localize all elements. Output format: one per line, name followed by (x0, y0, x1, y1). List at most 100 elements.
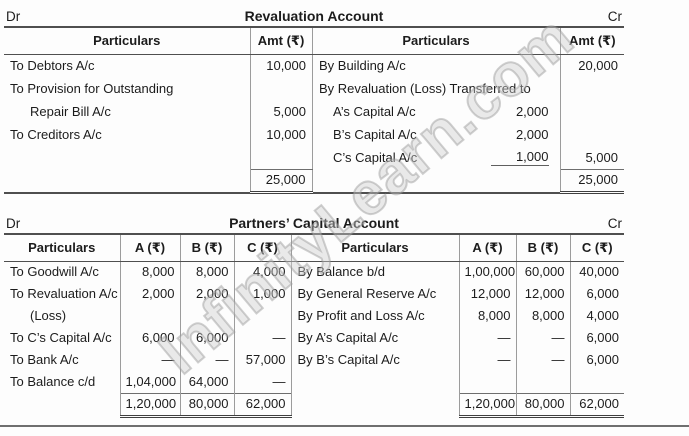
credit-particulars: By B’s Capital A/c (290, 349, 459, 371)
credit-particulars: A’s Capital A/c 2,000 (312, 100, 560, 124)
credit-amount: 5,000 (559, 146, 624, 170)
debit-b-header: B (₹) (179, 233, 234, 262)
debit-a-amount: 6,000 (119, 327, 180, 349)
capital-cr-label: Cr (607, 216, 622, 231)
debit-particulars: To Balance c/d (10, 373, 96, 389)
debit-b-amount: 6,000 (179, 327, 234, 349)
debit-particulars-header: Particulars (4, 26, 250, 55)
debit-a-amount: 2,000 (119, 283, 180, 305)
revaluation-row: To Debtors A/c 10,000 By Building A/c 20… (4, 54, 624, 78)
credit-a-amount: — (458, 349, 516, 371)
credit-amount (559, 100, 624, 124)
credit-particulars: C’s Capital A/c 1,000 (312, 146, 560, 170)
revaluation-row: C’s Capital A/c 1,000 5,000 (4, 146, 624, 170)
credit-particulars (290, 371, 459, 393)
capital-title: Partners’ Capital Account (229, 215, 399, 231)
debit-particulars: To Goodwill A/c (10, 264, 99, 280)
capital-total-row: 1,20,000 80,000 62,000 1,20,000 80,000 6… (4, 392, 624, 418)
debit-total-amount: 25,000 (249, 169, 312, 194)
capital-row: To Balance c/d 1,04,000 64,000 — (4, 371, 624, 393)
debit-c-amount: 4,000 (233, 261, 291, 283)
credit-c-total: 62,000 (569, 392, 624, 418)
credit-label: C’s Capital A/c (333, 149, 418, 165)
debit-particulars: To Creditors A/c (10, 126, 102, 142)
revaluation-table: Particulars Amt (₹) Particulars Amt (₹) … (4, 26, 624, 194)
credit-a-amount: 8,000 (458, 305, 516, 327)
debit-particulars: To Provision for Outstanding (10, 80, 174, 96)
debit-a-total: 1,20,000 (119, 392, 180, 418)
revaluation-title: Revaluation Account (244, 8, 384, 24)
debit-amount-header: Amt (₹) (249, 26, 312, 55)
debit-particulars: To C’s Capital A/c (10, 329, 112, 345)
credit-sub-amount: 2,000 (515, 103, 549, 119)
debit-particulars: (Loss) (30, 307, 67, 323)
capital-dr-label: Dr (6, 216, 21, 231)
credit-b-amount: — (515, 349, 570, 371)
credit-label: A’s Capital A/c (333, 103, 416, 119)
credit-particulars (290, 393, 459, 416)
credit-a-total: 1,20,000 (458, 392, 516, 418)
credit-particulars (311, 169, 560, 193)
credit-particulars: By Profit and Loss A/c (290, 305, 459, 327)
credit-total-amount: 25,000 (559, 169, 624, 194)
revaluation-caption: Dr Revaluation Account Cr (4, 2, 624, 26)
page-content: Dr Revaluation Account Cr Particulars Am… (4, 2, 624, 418)
debit-amount: 5,000 (249, 100, 312, 124)
debit-particulars (4, 147, 250, 170)
debit-particulars-header: Particulars (4, 233, 120, 262)
credit-b-amount: 12,000 (515, 283, 570, 305)
credit-b-amount: 60,000 (515, 261, 570, 283)
debit-b-amount (179, 305, 234, 327)
debit-b-amount: 2,000 (179, 283, 234, 305)
credit-c-amount: 4,000 (569, 305, 624, 327)
credit-particulars-header: Particulars (290, 233, 459, 262)
debit-particulars: To Revaluation A/c (10, 285, 118, 301)
revaluation-total-row: 25,000 25,000 (4, 169, 624, 194)
revaluation-header-row: Particulars Amt (₹) Particulars Amt (₹) (4, 26, 624, 55)
debit-c-amount: — (233, 327, 291, 349)
credit-a-header: A (₹) (458, 233, 516, 262)
capital-row: (Loss) By Profit and Loss A/c 8,000 8,00… (4, 305, 624, 327)
debit-c-amount: 1,000 (233, 283, 291, 305)
credit-amount: 20,000 (559, 54, 624, 78)
credit-amount-header: Amt (₹) (559, 26, 624, 55)
capital-table: Particulars A (₹) B (₹) C (₹) Particular… (4, 233, 624, 418)
credit-particulars: B’s Capital A/c 2,000 (312, 123, 560, 147)
capital-row: To C’s Capital A/c 6,000 6,000 — By A’s … (4, 327, 624, 349)
credit-b-amount: — (515, 327, 570, 349)
credit-c-amount: 6,000 (569, 349, 624, 371)
capital-caption: Dr Partners’ Capital Account Cr (4, 209, 624, 233)
debit-particulars: To Debtors A/c (10, 57, 95, 73)
credit-b-header: B (₹) (515, 233, 570, 262)
debit-a-header: A (₹) (119, 233, 180, 262)
credit-particulars: By Revaluation (Loss) Transferred to (312, 77, 560, 101)
credit-c-header: C (₹) (569, 233, 624, 262)
credit-b-amount (515, 371, 570, 393)
revaluation-dr-label: Dr (6, 9, 21, 24)
revaluation-cr-label: Cr (607, 9, 622, 24)
capital-row: To Revaluation A/c 2,000 2,000 1,000 By … (4, 283, 624, 305)
credit-label: B’s Capital A/c (333, 126, 417, 142)
credit-b-total: 80,000 (515, 392, 570, 418)
page-bottom-rule (0, 425, 689, 427)
credit-c-amount: 40,000 (569, 261, 624, 283)
credit-sub-amount: 2,000 (515, 126, 549, 142)
debit-b-amount: — (179, 349, 234, 371)
credit-label: By Revaluation (Loss) Transferred to (319, 80, 531, 96)
credit-label: By Building A/c (319, 57, 406, 73)
debit-a-amount: 8,000 (119, 261, 180, 283)
revaluation-row: Repair Bill A/c 5,000 A’s Capital A/c 2,… (4, 100, 624, 124)
credit-amount (559, 77, 624, 101)
capital-header-row: Particulars A (₹) B (₹) C (₹) Particular… (4, 233, 624, 262)
debit-a-amount: — (119, 349, 180, 371)
revaluation-row: To Provision for Outstanding By Revaluat… (4, 77, 624, 101)
credit-particulars: By General Reserve A/c (290, 283, 459, 305)
revaluation-row: To Creditors A/c 10,000 B’s Capital A/c … (4, 123, 624, 147)
credit-a-amount: 1,00,000 (458, 261, 516, 283)
debit-b-amount: 8,000 (179, 261, 234, 283)
debit-particulars (4, 170, 250, 193)
credit-c-amount: 6,000 (569, 327, 624, 349)
credit-c-amount (569, 371, 624, 393)
credit-particulars: By Balance b/d (290, 261, 459, 283)
